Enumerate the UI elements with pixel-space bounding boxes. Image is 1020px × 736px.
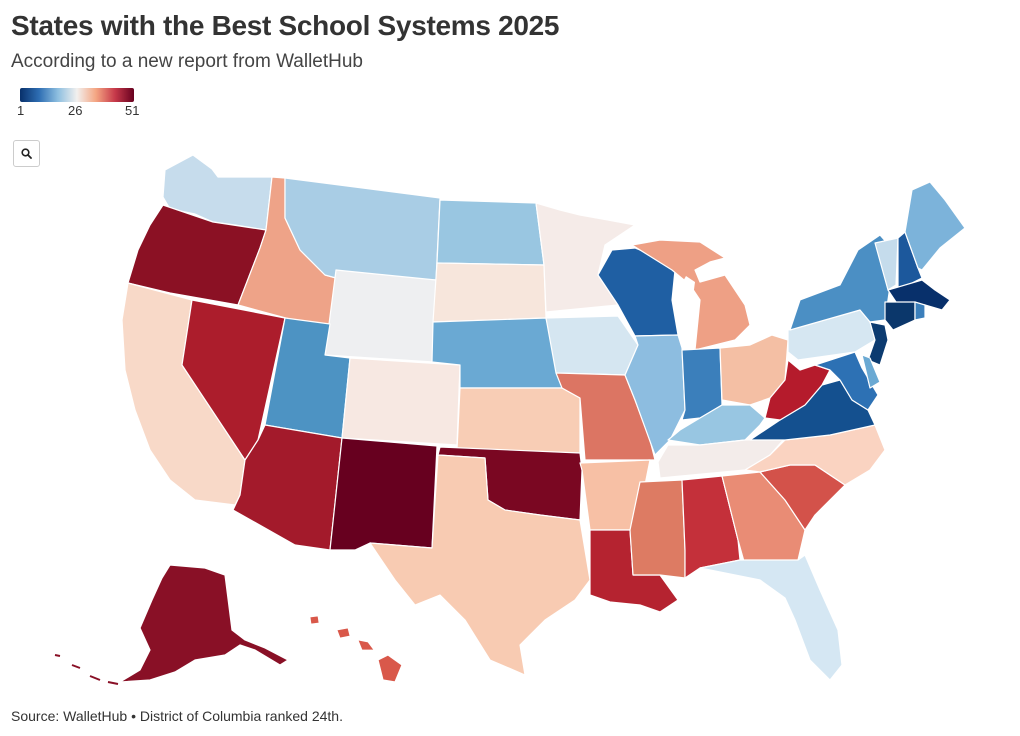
legend-mid-label: 26 [68, 103, 83, 118]
legend-max-label: 51 [125, 103, 140, 118]
search-icon [21, 148, 32, 159]
zoom-button[interactable] [13, 140, 40, 167]
state-ND[interactable] [436, 199, 545, 266]
state-ME[interactable] [904, 181, 966, 271]
state-NC[interactable] [744, 424, 886, 486]
state-WY[interactable] [324, 269, 437, 363]
source-note: Source: WalletHub • District of Columbia… [11, 708, 343, 724]
state-MS[interactable] [629, 479, 686, 579]
state-OR[interactable] [127, 204, 267, 306]
chart-subtitle: According to a new report from WalletHub [11, 51, 364, 72]
legend-labels: 1 26 51 [17, 102, 139, 118]
state-NJ[interactable] [867, 321, 889, 366]
state-NH[interactable] [897, 231, 923, 291]
legend-min-label: 1 [17, 103, 25, 118]
hawaii-island-kauai [309, 615, 320, 625]
state-AK[interactable] [119, 564, 289, 683]
color-legend: 1 26 51 [17, 88, 139, 118]
state-TX[interactable] [369, 454, 591, 676]
state-NM[interactable] [329, 437, 438, 551]
chart-title: States with the Best School Systems 2025 [11, 10, 560, 41]
alaska-aleutians [54, 654, 119, 685]
state-CO[interactable] [341, 357, 461, 446]
state-NY[interactable] [789, 234, 896, 331]
legend-gradient [20, 88, 134, 102]
state-IL[interactable] [624, 334, 686, 456]
state-IA[interactable] [545, 315, 639, 376]
state-SD[interactable] [432, 262, 547, 323]
state-MI[interactable] [631, 239, 751, 351]
state-MN[interactable] [535, 202, 636, 313]
state-DE[interactable] [861, 354, 881, 389]
state-VT[interactable] [874, 237, 899, 291]
hawaii-island-oahu [336, 627, 351, 639]
state-HI[interactable] [377, 654, 403, 683]
state-MD[interactable] [814, 351, 879, 411]
lake-michigan [678, 276, 695, 345]
state-KS[interactable] [456, 387, 581, 454]
hawaii-island-maui [357, 639, 375, 651]
state-CT[interactable] [884, 301, 916, 331]
state-FL[interactable] [699, 554, 843, 681]
state-RI[interactable] [914, 301, 926, 321]
